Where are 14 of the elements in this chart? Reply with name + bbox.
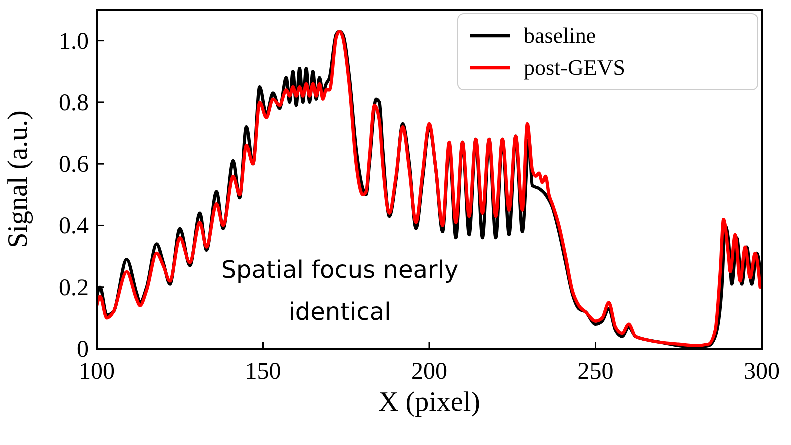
- x-tick-label: 150: [245, 359, 282, 385]
- x-tick-label: 250: [578, 359, 614, 385]
- y-tick-label: 0.4: [59, 214, 89, 240]
- y-tick-label: 0.2: [59, 275, 89, 302]
- y-axis-title: Signal (a.u.): [3, 110, 34, 248]
- y-tick-label: 0.6: [59, 152, 89, 178]
- x-tick-label: 300: [744, 359, 780, 385]
- y-tick-label: 0.8: [59, 90, 89, 116]
- x-tick-label: 200: [412, 359, 448, 385]
- legend-label: baseline: [524, 23, 596, 48]
- annotation: Spatial focus nearly identical: [221, 256, 459, 326]
- x-axis-title: X (pixel): [378, 387, 480, 418]
- y-tick-label: 1.0: [59, 28, 89, 55]
- legend-label: post-GEVS: [524, 55, 626, 80]
